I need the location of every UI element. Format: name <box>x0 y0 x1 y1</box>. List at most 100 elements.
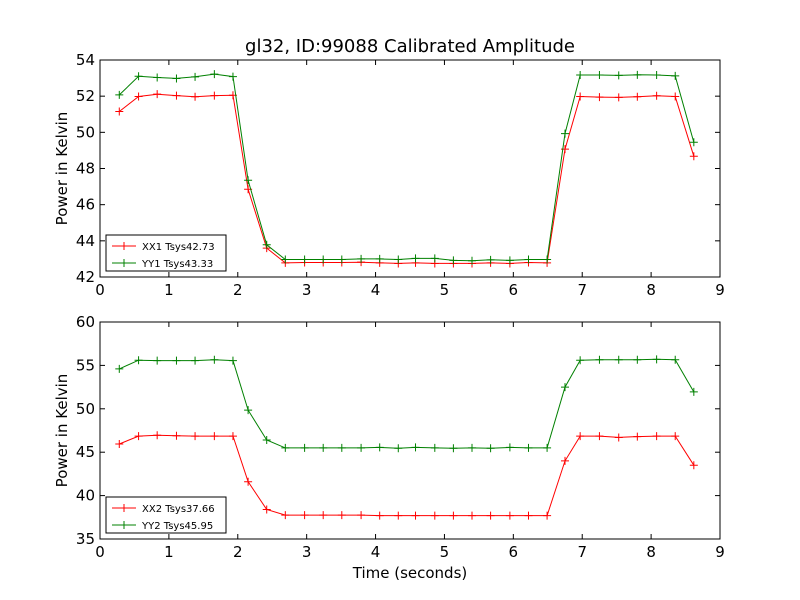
data-point <box>689 387 698 396</box>
data-point <box>172 74 181 83</box>
data-point <box>595 93 604 102</box>
x-tick-label: 8 <box>646 281 656 299</box>
data-point <box>228 356 237 365</box>
data-point <box>505 511 514 520</box>
data-point <box>172 91 181 100</box>
data-point <box>300 255 309 264</box>
data-point <box>210 91 219 100</box>
x-tick-label: 4 <box>371 543 381 561</box>
data-point <box>375 254 384 263</box>
data-point <box>191 92 200 101</box>
data-point <box>486 255 495 264</box>
data-point <box>689 461 698 470</box>
data-point <box>411 254 420 263</box>
data-point <box>115 107 124 116</box>
data-point <box>210 432 219 441</box>
data-point <box>576 92 585 101</box>
data-point <box>576 356 585 365</box>
y-tick-label: 44 <box>76 232 95 250</box>
data-point <box>115 364 124 373</box>
data-point <box>652 91 661 100</box>
data-point <box>115 439 124 448</box>
y-tick-label: 54 <box>76 51 95 69</box>
x-tick-label: 7 <box>577 281 587 299</box>
x-tick-label: 4 <box>371 281 381 299</box>
data-point <box>543 255 552 264</box>
data-point <box>468 443 476 452</box>
data-point <box>319 511 328 520</box>
data-point <box>633 355 642 364</box>
data-point <box>671 432 680 441</box>
data-point <box>244 406 253 415</box>
data-point <box>614 93 623 102</box>
data-point <box>449 511 458 520</box>
data-point <box>319 255 328 264</box>
data-point <box>281 443 290 452</box>
data-point <box>633 432 642 441</box>
data-point <box>357 443 366 452</box>
data-point <box>244 477 253 486</box>
data-point <box>430 254 439 263</box>
data-point <box>633 70 642 79</box>
data-point <box>210 70 219 79</box>
data-point <box>595 432 604 441</box>
data-point <box>411 443 420 452</box>
data-point <box>430 511 439 520</box>
data-point <box>468 511 476 520</box>
y-tick-label: 48 <box>76 160 95 178</box>
data-point <box>153 356 162 365</box>
data-point <box>153 73 162 82</box>
y-tick-label: 35 <box>76 530 95 548</box>
data-point <box>357 511 366 520</box>
legend-marker <box>120 504 128 512</box>
data-point <box>375 511 384 520</box>
data-point <box>576 71 585 80</box>
x-tick-label: 9 <box>715 543 725 561</box>
data-point <box>172 356 181 365</box>
x-tick-label: 8 <box>646 543 656 561</box>
data-point <box>337 511 346 520</box>
legend-box <box>105 496 227 534</box>
y-axis-label: Power in Kelvin <box>53 374 71 488</box>
data-point <box>633 92 642 101</box>
data-point <box>153 90 162 99</box>
x-tick-label: 3 <box>302 281 312 299</box>
x-tick-label: 2 <box>233 543 243 561</box>
data-point <box>191 432 200 441</box>
x-tick-label: 5 <box>440 543 450 561</box>
legend-marker <box>120 259 128 267</box>
data-point <box>671 92 680 101</box>
data-point <box>614 433 623 442</box>
data-point <box>262 240 271 249</box>
x-tick-label: 1 <box>164 281 174 299</box>
data-point <box>689 138 698 147</box>
data-point <box>595 355 604 364</box>
data-point <box>486 444 495 453</box>
y-axis-label: Power in Kelvin <box>53 112 71 226</box>
data-point <box>394 511 403 520</box>
data-point <box>468 256 476 265</box>
x-tick-label: 7 <box>577 543 587 561</box>
data-point <box>561 383 569 392</box>
data-point <box>172 431 181 440</box>
legend-label: XX2 Tsys37.66 <box>142 504 215 515</box>
data-point <box>449 256 458 265</box>
x-tick-label: 0 <box>95 543 105 561</box>
data-point <box>394 444 403 453</box>
legend-box <box>105 234 227 272</box>
y-tick-label: 42 <box>76 268 95 286</box>
x-tick-label: 6 <box>509 281 519 299</box>
data-point <box>614 355 623 364</box>
data-point <box>543 443 552 452</box>
data-point <box>281 255 290 264</box>
data-point <box>191 356 200 365</box>
data-point <box>449 444 458 453</box>
data-point <box>486 511 495 520</box>
data-point <box>115 90 124 99</box>
x-tick-label: 3 <box>302 543 312 561</box>
data-point <box>262 505 271 514</box>
x-tick-label: 1 <box>164 543 174 561</box>
y-tick-label: 46 <box>76 196 95 214</box>
